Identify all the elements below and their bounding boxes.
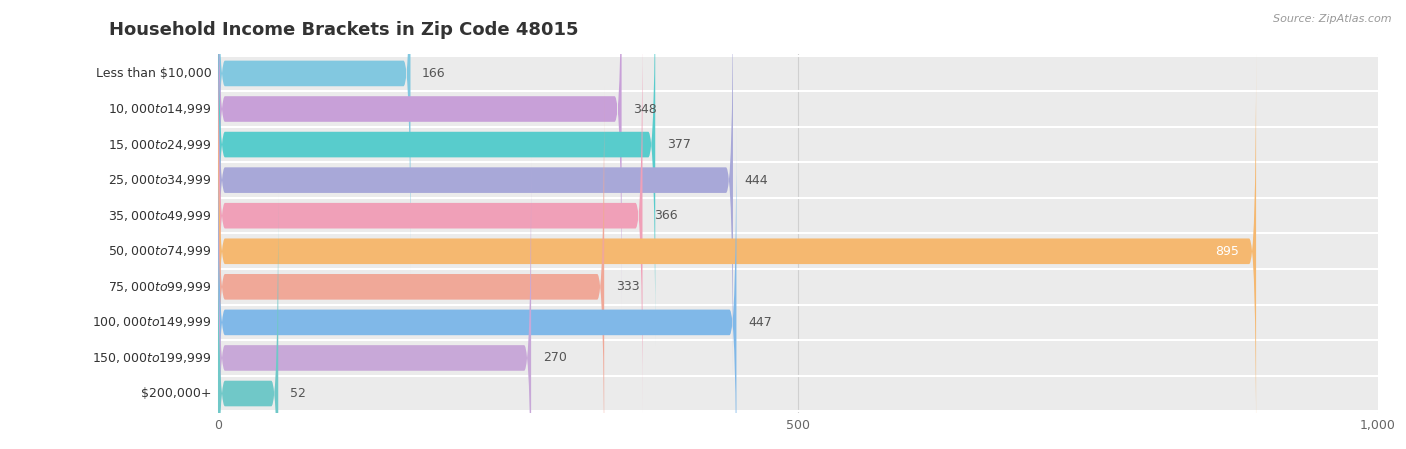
FancyBboxPatch shape <box>218 51 1256 449</box>
Text: $15,000 to $24,999: $15,000 to $24,999 <box>108 137 211 152</box>
Text: 895: 895 <box>1215 245 1239 258</box>
FancyBboxPatch shape <box>218 15 643 416</box>
Text: 348: 348 <box>633 102 657 115</box>
Text: 377: 377 <box>666 138 690 151</box>
Text: $200,000+: $200,000+ <box>141 387 211 400</box>
Text: 270: 270 <box>543 352 567 365</box>
FancyBboxPatch shape <box>218 198 1378 233</box>
FancyBboxPatch shape <box>218 0 655 345</box>
Text: $10,000 to $14,999: $10,000 to $14,999 <box>108 102 211 116</box>
FancyBboxPatch shape <box>218 269 1378 304</box>
FancyBboxPatch shape <box>218 304 1378 340</box>
Text: $50,000 to $74,999: $50,000 to $74,999 <box>108 244 211 258</box>
Text: 166: 166 <box>422 67 446 80</box>
FancyBboxPatch shape <box>218 0 411 274</box>
FancyBboxPatch shape <box>218 0 621 310</box>
Text: 52: 52 <box>290 387 305 400</box>
Text: $25,000 to $34,999: $25,000 to $34,999 <box>108 173 211 187</box>
FancyBboxPatch shape <box>218 56 1378 91</box>
Text: $75,000 to $99,999: $75,000 to $99,999 <box>108 280 211 294</box>
FancyBboxPatch shape <box>218 233 1378 269</box>
FancyBboxPatch shape <box>218 340 1378 376</box>
FancyBboxPatch shape <box>218 157 531 449</box>
Text: $100,000 to $149,999: $100,000 to $149,999 <box>91 315 211 330</box>
FancyBboxPatch shape <box>218 0 733 381</box>
Text: 366: 366 <box>654 209 678 222</box>
Text: Household Income Brackets in Zip Code 48015: Household Income Brackets in Zip Code 48… <box>110 21 578 39</box>
FancyBboxPatch shape <box>218 193 278 449</box>
FancyBboxPatch shape <box>218 91 1378 127</box>
Text: Source: ZipAtlas.com: Source: ZipAtlas.com <box>1274 14 1392 24</box>
FancyBboxPatch shape <box>218 122 737 449</box>
FancyBboxPatch shape <box>218 376 1378 411</box>
Text: Less than $10,000: Less than $10,000 <box>96 67 211 80</box>
Text: 333: 333 <box>616 280 640 293</box>
Text: 447: 447 <box>748 316 772 329</box>
FancyBboxPatch shape <box>218 127 1378 163</box>
FancyBboxPatch shape <box>218 86 605 449</box>
Text: 444: 444 <box>745 174 768 187</box>
Text: $150,000 to $199,999: $150,000 to $199,999 <box>91 351 211 365</box>
Text: $35,000 to $49,999: $35,000 to $49,999 <box>108 209 211 223</box>
FancyBboxPatch shape <box>218 163 1378 198</box>
